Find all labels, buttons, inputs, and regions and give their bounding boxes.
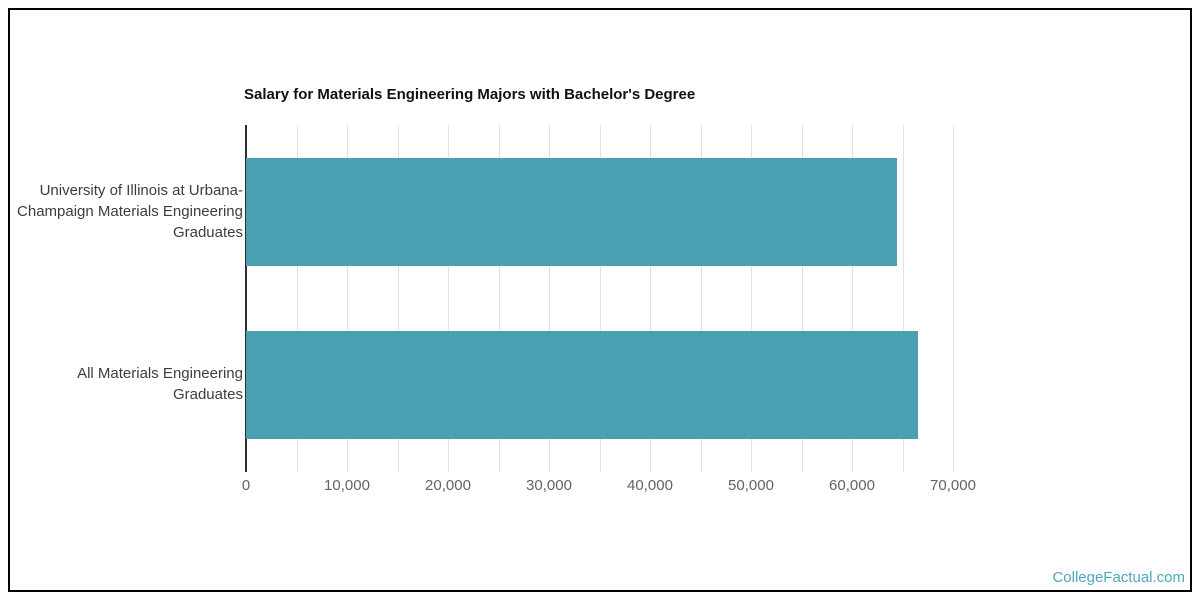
x-axis-tick-label: 50,000 (728, 477, 774, 494)
x-axis-tick-label: 20,000 (425, 477, 471, 494)
gridline (902, 125, 904, 472)
bar (246, 331, 918, 439)
x-axis-tick-label: 40,000 (627, 477, 673, 494)
gridline (448, 125, 449, 472)
gridline (852, 125, 853, 472)
gridline (549, 125, 550, 472)
x-axis-tick-label: 70,000 (930, 477, 976, 494)
gridline (599, 125, 601, 472)
x-axis-tick-label: 10,000 (324, 477, 370, 494)
chart-frame-border (8, 8, 1192, 592)
gridline (801, 125, 803, 472)
x-axis-tick-label: 0 (241, 477, 251, 494)
gridline (498, 125, 500, 472)
category-label: University of Illinois at Urbana- Champa… (17, 181, 243, 241)
gridline (700, 125, 702, 472)
gridline (953, 125, 954, 472)
gridline (650, 125, 651, 472)
gridline (296, 125, 298, 472)
x-axis-tick-label: 60,000 (829, 477, 875, 494)
x-axis-tick-label: 30,000 (526, 477, 572, 494)
watermark-link[interactable]: CollegeFactual.com (1052, 569, 1185, 586)
chart-title: Salary for Materials Engineering Majors … (244, 86, 696, 103)
bar (246, 158, 898, 266)
gridline (347, 125, 348, 472)
category-label: All Materials Engineering Graduates (77, 365, 243, 403)
category-axis-line (245, 125, 247, 472)
gridline (751, 125, 752, 472)
gridline (397, 125, 399, 472)
